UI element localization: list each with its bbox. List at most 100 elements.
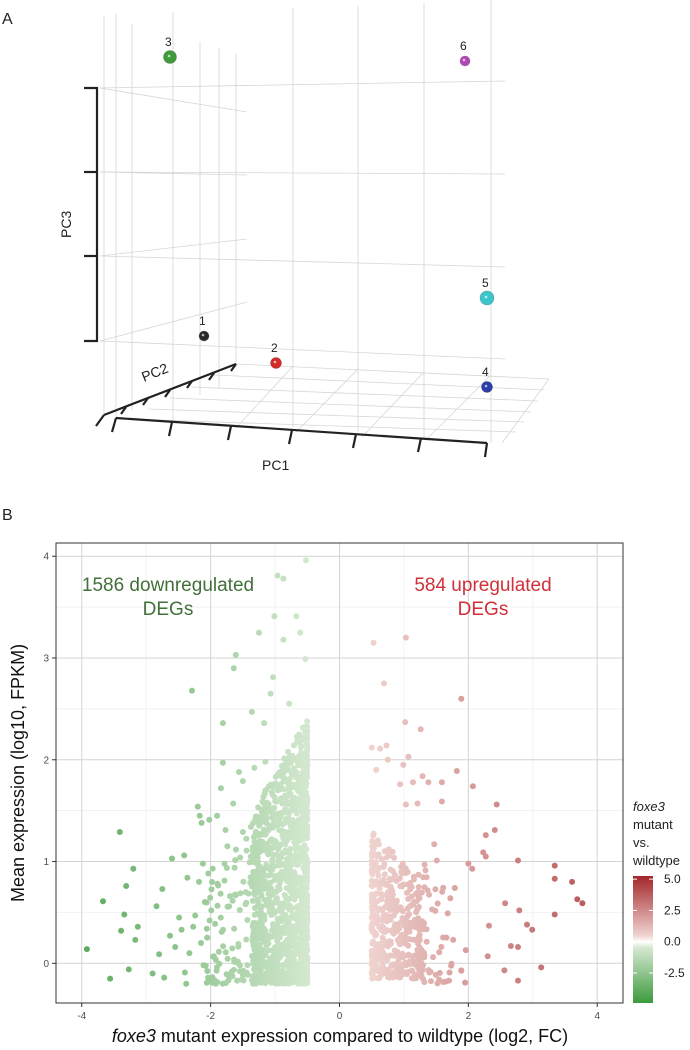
- gene-point: [271, 613, 278, 620]
- gene-point: [172, 944, 179, 950]
- annotation-up: 584 upregulated DEGs: [414, 575, 551, 620]
- gene-point: [270, 852, 277, 858]
- gene-point: [507, 943, 514, 949]
- gene-point: [130, 865, 137, 872]
- gene-point: [251, 839, 258, 845]
- y-axis-label: Mean expression (log10, FPKM): [8, 644, 28, 902]
- gene-point: [375, 841, 382, 848]
- gene-point: [221, 860, 228, 867]
- gene-point: [196, 812, 203, 819]
- gene-point: [264, 872, 271, 879]
- panel-label-b: B: [2, 507, 13, 524]
- gene-point: [278, 795, 284, 802]
- gene-point: [423, 926, 430, 933]
- gene-point: [410, 779, 416, 786]
- gene-point: [453, 768, 460, 774]
- gene-point: [297, 955, 304, 962]
- gene-point: [297, 744, 304, 751]
- pc1-axis-label: PC1: [262, 457, 289, 473]
- gene-point: [217, 890, 224, 897]
- gene-point: [234, 977, 240, 984]
- gene-point: [261, 896, 268, 903]
- gene-point: [400, 881, 407, 888]
- gene-point: [213, 967, 220, 974]
- gene-point: [250, 868, 257, 875]
- gene-point: [419, 773, 426, 780]
- gene-point: [438, 798, 445, 805]
- gene-point: [469, 865, 476, 872]
- gene-point: [268, 789, 275, 796]
- gene-point: [422, 867, 429, 874]
- gene-point: [251, 889, 258, 896]
- gene-point: [432, 907, 439, 914]
- gene-point: [368, 744, 375, 751]
- gene-point: [279, 800, 286, 807]
- gene-point: [268, 814, 275, 821]
- gene-point: [391, 854, 398, 861]
- gene-point: [404, 869, 411, 875]
- pca-point-highlight: [201, 333, 205, 337]
- gene-point: [149, 970, 156, 977]
- gene-point: [458, 967, 465, 974]
- gene-point: [396, 920, 403, 927]
- gene-point: [240, 878, 247, 885]
- legend-title-line3: vs.: [633, 835, 650, 850]
- gene-point: [443, 934, 450, 941]
- gene-point: [257, 914, 264, 921]
- gene-point: [515, 944, 521, 950]
- x-tick-label: -4: [77, 1011, 86, 1022]
- gene-point: [431, 841, 438, 848]
- gene-point: [153, 903, 160, 910]
- gene-point: [189, 687, 195, 694]
- pca-point-highlight: [484, 295, 488, 299]
- gene-point: [427, 968, 434, 975]
- gene-point: [223, 971, 230, 978]
- gene-point: [415, 871, 422, 878]
- gene-point: [261, 720, 268, 727]
- gene-point: [194, 803, 201, 810]
- gene-point: [186, 950, 193, 957]
- gene-point: [381, 871, 388, 878]
- gene-point: [249, 844, 256, 851]
- gene-point: [218, 928, 225, 935]
- gene-point: [377, 745, 384, 752]
- gene-point: [400, 953, 407, 960]
- gene-point: [214, 880, 221, 887]
- pca-gridlines: [99, 0, 550, 444]
- gene-point: [373, 912, 380, 919]
- gene-point: [263, 819, 270, 826]
- gene-point: [393, 897, 400, 904]
- gene-point: [219, 980, 226, 987]
- gene-point: [369, 868, 376, 875]
- gene-point: [107, 975, 114, 982]
- up-degs-label: DEGs: [458, 599, 509, 620]
- gene-point: [203, 925, 210, 932]
- gene-point: [232, 846, 239, 853]
- gene-point: [289, 795, 296, 802]
- gene-point: [370, 639, 377, 646]
- gene-point: [243, 847, 250, 854]
- gene-point: [267, 879, 274, 886]
- gene-point: [260, 793, 267, 800]
- gene-point: [438, 779, 445, 786]
- gene-point: [209, 865, 216, 872]
- gene-point: [447, 895, 454, 902]
- gene-point: [203, 979, 210, 986]
- gene-point: [293, 904, 300, 911]
- gene-point: [426, 891, 433, 898]
- gene-point: [415, 904, 422, 910]
- gene-point: [274, 915, 281, 922]
- gene-point: [217, 785, 224, 792]
- legend-colorbar: [633, 876, 653, 1003]
- gene-point: [491, 827, 498, 833]
- y-tick-label: 3: [43, 654, 49, 665]
- gene-point: [232, 651, 239, 658]
- volcano-plot: -4 -2 0 2 4 0 1 2 3 4 1586 downregulated DEGs 58…: [8, 542, 685, 1046]
- gene-point: [247, 823, 254, 830]
- gene-point: [250, 957, 257, 964]
- gene-point: [433, 857, 440, 864]
- pca-sample-point: [163, 50, 177, 64]
- gene-point: [200, 962, 207, 969]
- gene-point: [183, 980, 190, 987]
- gene-point: [244, 962, 251, 969]
